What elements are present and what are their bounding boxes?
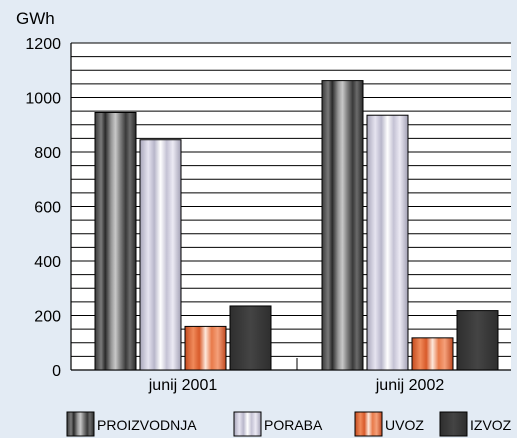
x-category-label: junij 2001 bbox=[148, 377, 218, 394]
bar-proizvodnja-1 bbox=[94, 111, 137, 371]
bar-poraba-1 bbox=[139, 139, 182, 371]
bar-poraba-2 bbox=[366, 114, 409, 371]
bar-proizvodnja-2 bbox=[321, 80, 364, 371]
bars bbox=[94, 80, 499, 371]
y-tick-label: 200 bbox=[34, 309, 61, 326]
legend-item-uvoz: UVOZ bbox=[354, 411, 424, 437]
y-tick-label: 0 bbox=[52, 363, 61, 380]
y-unit-label: GWh bbox=[16, 9, 55, 28]
legend-label: PORABA bbox=[264, 417, 323, 433]
legend-swatch bbox=[233, 411, 262, 437]
legend-label: PROIZVODNJA bbox=[97, 417, 197, 433]
legend-swatch bbox=[354, 411, 383, 437]
legend-item-proizvodnja: PROIZVODNJA bbox=[66, 411, 197, 437]
y-tick-label: 400 bbox=[34, 254, 61, 271]
x-category-label: junij 2002 bbox=[375, 377, 445, 394]
legend-item-poraba: PORABA bbox=[233, 411, 323, 437]
bar-uvoz-1 bbox=[184, 325, 227, 371]
legend-label: IZVOZ bbox=[470, 417, 512, 433]
legend-item-izvoz: IZVOZ bbox=[439, 411, 512, 437]
legend-swatch bbox=[66, 411, 95, 437]
y-tick-label: 800 bbox=[34, 145, 61, 162]
bar-izvoz-1 bbox=[229, 305, 272, 371]
y-tick-label: 1000 bbox=[25, 91, 61, 108]
legend-swatch bbox=[439, 411, 468, 437]
bar-izvoz-2 bbox=[456, 310, 499, 371]
plot-area bbox=[71, 42, 511, 370]
bar-uvoz-2 bbox=[411, 337, 454, 371]
legend: PROIZVODNJA PORABA UVOZ IZVOZ bbox=[66, 411, 512, 437]
legend-label: UVOZ bbox=[385, 417, 424, 433]
y-tick-label: 600 bbox=[34, 200, 61, 217]
y-tick-label: 1200 bbox=[25, 36, 61, 53]
axis-labels: 0 200 400 600 800 1000 1200 GWh junij 2001 junij … bbox=[16, 9, 444, 394]
